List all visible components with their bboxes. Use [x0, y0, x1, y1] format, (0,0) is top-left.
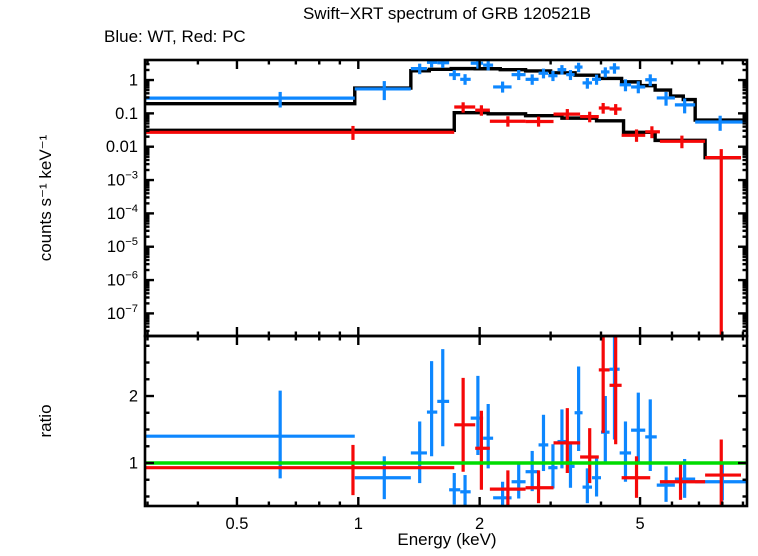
y-tick-label: 1 [129, 72, 138, 90]
y-tick-label: 10−3 [107, 170, 138, 190]
plot-subtitle: Blue: WT, Red: PC [104, 27, 246, 46]
top-panel-data [145, 60, 747, 336]
x-tick-label: 5 [635, 515, 644, 533]
y-tick-label: 10−4 [107, 203, 138, 223]
x-tick-label: 1 [354, 515, 363, 533]
y-tick-label: 0.1 [115, 105, 138, 123]
y-tick-label: 10−5 [107, 236, 138, 256]
x-axis-label: Energy (keV) [397, 530, 497, 549]
y-axis-label-counts: counts s⁻¹ keV⁻¹ [36, 134, 55, 262]
x-tick-label: 0.5 [225, 515, 248, 533]
y-tick-label: 10−7 [107, 303, 138, 323]
ratio-tick-label: 1 [129, 454, 138, 472]
x-tick-label: 2 [475, 515, 484, 533]
y-tick-label: 10−6 [107, 270, 138, 290]
y-tick-label: 0.01 [106, 138, 138, 156]
y-axis-label-ratio: ratio [36, 404, 55, 438]
plot-title: Swift−XRT spectrum of GRB 120521B [302, 4, 592, 23]
top-panel-frame [143, 58, 749, 338]
ratio-panel-frame [143, 334, 749, 508]
wt-model-line [145, 66, 747, 122]
ratio-tick-label: 2 [129, 388, 138, 406]
ratio-panel-data [145, 336, 747, 506]
